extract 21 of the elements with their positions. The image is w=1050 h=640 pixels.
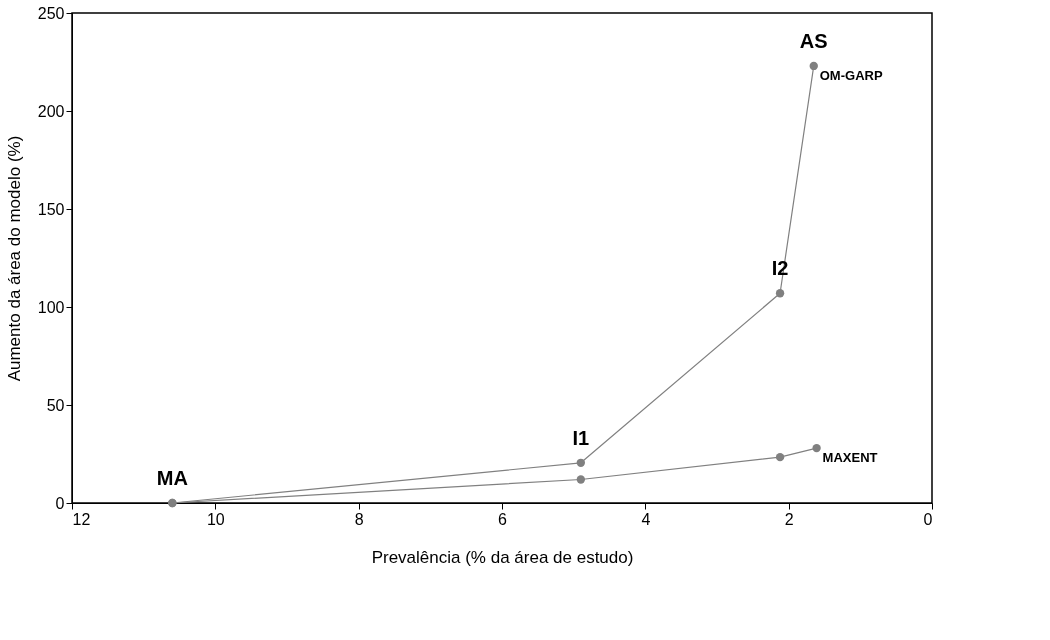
y-tick-label: 150 [37,200,65,218]
x-axis-title: Prevalência (% da área de estudo) [371,547,634,567]
annotation: AS [799,29,828,52]
x-tick-label: 6 [498,510,508,528]
y-tick-label: 0 [55,494,65,512]
y-tick-label: 100 [37,298,65,316]
x-tick-label: 8 [354,510,364,528]
y-tick-label: 50 [46,396,65,414]
series-label: MAXENT [822,450,878,466]
annotation: I1 [572,426,590,449]
x-tick-label: 10 [206,510,225,528]
y-axis-title: Aumento da área do modelo (%) [4,135,24,382]
annotation: MA [156,467,188,489]
x-tick-label: 4 [641,510,651,528]
y-tick-label: 250 [37,4,65,22]
y-tick-label: 200 [37,102,65,120]
series-label: OM-GARP [819,67,883,83]
x-tick-label: 2 [784,510,794,528]
x-tick-label: 12 [72,510,91,528]
x-tick-label: 0 [923,510,933,528]
annotation: I2 [771,257,789,280]
